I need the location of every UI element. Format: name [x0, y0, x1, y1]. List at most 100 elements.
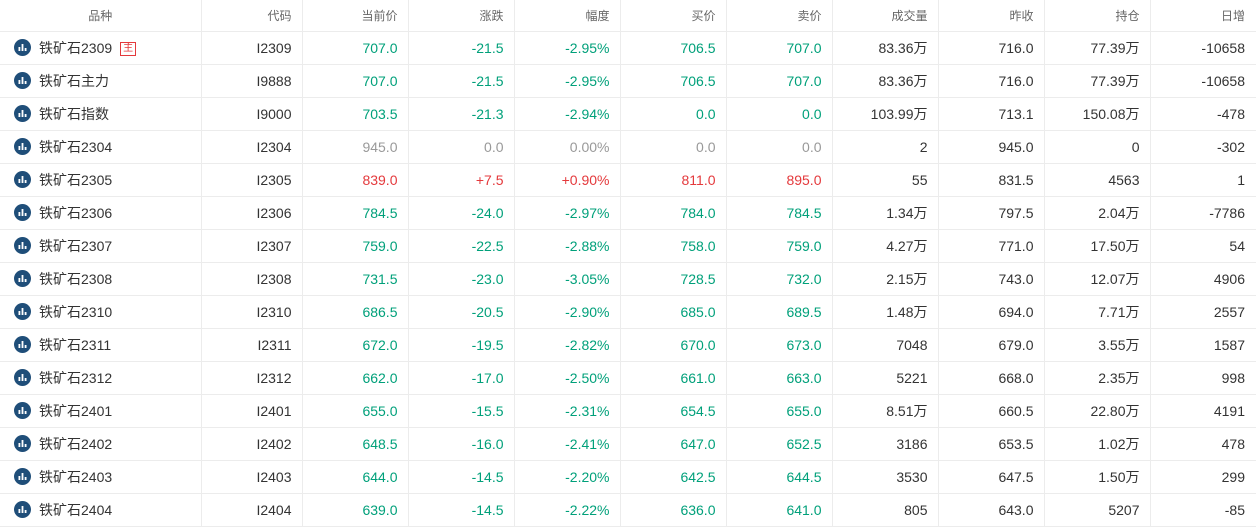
- contract-name[interactable]: 铁矿石2401: [39, 403, 113, 419]
- pct-cell: -2.90%: [514, 295, 621, 329]
- bar-chart-icon[interactable]: [14, 171, 31, 188]
- volume-cell: 83.36万: [832, 31, 939, 65]
- header-daily-change[interactable]: 日增: [1150, 0, 1256, 32]
- table-row[interactable]: 铁矿石2403 I2403 644.0 -14.5 -2.20% 642.5 644.5 35…: [0, 460, 1256, 494]
- bar-chart-icon[interactable]: [14, 336, 31, 353]
- name-cell: 铁矿石2401: [0, 394, 202, 428]
- table-row[interactable]: 铁矿石2310 I2310 686.5 -20.5 -2.90% 685.0 689.5 1.…: [0, 295, 1256, 329]
- price-cell: 784.5: [302, 196, 409, 230]
- bar-chart-icon[interactable]: [14, 402, 31, 419]
- table-row[interactable]: 铁矿石2311 I2311 672.0 -19.5 -2.82% 670.0 673.0 70…: [0, 328, 1256, 362]
- name-cell: 铁矿石2404: [0, 493, 202, 527]
- contract-name[interactable]: 铁矿石2307: [39, 238, 113, 254]
- name-cell: 铁矿石2304: [0, 130, 202, 164]
- name-cell: 铁矿石2308: [0, 262, 202, 296]
- prev-close-cell: 771.0: [938, 229, 1045, 263]
- table-row[interactable]: 铁矿石2308 I2308 731.5 -23.0 -3.05% 728.5 732.0 2.…: [0, 262, 1256, 296]
- bar-chart-icon[interactable]: [14, 435, 31, 452]
- prev-close-cell: 643.0: [938, 493, 1045, 527]
- header-volume[interactable]: 成交量: [832, 0, 939, 32]
- contract-name[interactable]: 铁矿石2404: [39, 502, 113, 518]
- code-cell: I2401: [201, 394, 303, 428]
- name-cell: 铁矿石2312: [0, 361, 202, 395]
- header-code[interactable]: 代码: [201, 0, 303, 32]
- price-cell: 759.0: [302, 229, 409, 263]
- contract-name[interactable]: 铁矿石2312: [39, 370, 113, 386]
- contract-name[interactable]: 铁矿石2310: [39, 304, 113, 320]
- table-row[interactable]: 铁矿石2312 I2312 662.0 -17.0 -2.50% 661.0 663.0 52…: [0, 361, 1256, 395]
- table-row[interactable]: 铁矿石2307 I2307 759.0 -22.5 -2.88% 758.0 759.0 4.…: [0, 229, 1256, 263]
- header-open-interest[interactable]: 持仓: [1044, 0, 1151, 32]
- contract-name[interactable]: 铁矿石2308: [39, 271, 113, 287]
- change-cell: -15.5: [408, 394, 515, 428]
- price-cell: 731.5: [302, 262, 409, 296]
- pct-cell: -2.50%: [514, 361, 621, 395]
- bid-cell: 706.5: [620, 31, 727, 65]
- price-cell: 655.0: [302, 394, 409, 428]
- bar-chart-icon[interactable]: [14, 270, 31, 287]
- ask-cell: 707.0: [726, 31, 833, 65]
- header-pct[interactable]: 幅度: [514, 0, 621, 32]
- contract-name[interactable]: 铁矿石2304: [39, 139, 113, 155]
- contract-name[interactable]: 铁矿石主力: [39, 73, 109, 89]
- prev-close-cell: 653.5: [938, 427, 1045, 461]
- prev-close-cell: 797.5: [938, 196, 1045, 230]
- bar-chart-icon[interactable]: [14, 138, 31, 155]
- pct-cell: -2.41%: [514, 427, 621, 461]
- code-cell: I2310: [201, 295, 303, 329]
- price-cell: 839.0: [302, 163, 409, 197]
- table-row[interactable]: 铁矿石2304 I2304 945.0 0.0 0.00% 0.0 0.0 2 945.0 0 -3…: [0, 130, 1256, 164]
- open-interest-cell: 22.80万: [1044, 394, 1151, 428]
- table-row[interactable]: 铁矿石主力 I9888 707.0 -21.5 -2.95% 706.5 707.0 83.3…: [0, 64, 1256, 98]
- table-row[interactable]: 铁矿石2402 I2402 648.5 -16.0 -2.41% 647.0 652.5 31…: [0, 427, 1256, 461]
- pct-cell: -2.82%: [514, 328, 621, 362]
- name-cell: 铁矿石2305: [0, 163, 202, 197]
- volume-cell: 7048: [832, 328, 939, 362]
- header-prev-close[interactable]: 昨收: [938, 0, 1045, 32]
- table-row[interactable]: 铁矿石2309 主 I2309 707.0 -21.5 -2.95% 706.5 707.0 8…: [0, 31, 1256, 65]
- change-cell: 0.0: [408, 130, 515, 164]
- open-interest-cell: 17.50万: [1044, 229, 1151, 263]
- daily-change-cell: 998: [1150, 361, 1256, 395]
- contract-name[interactable]: 铁矿石2311: [39, 337, 112, 353]
- bar-chart-icon[interactable]: [14, 204, 31, 221]
- table-row[interactable]: 铁矿石2305 I2305 839.0 +7.5 +0.90% 811.0 895.0 55 8…: [0, 163, 1256, 197]
- table-row[interactable]: 铁矿石2306 I2306 784.5 -24.0 -2.97% 784.0 784.5 1.…: [0, 196, 1256, 230]
- open-interest-cell: 5207: [1044, 493, 1151, 527]
- bar-chart-icon[interactable]: [14, 468, 31, 485]
- bar-chart-icon[interactable]: [14, 303, 31, 320]
- header-change[interactable]: 涨跌: [408, 0, 515, 32]
- contract-name[interactable]: 铁矿石2305: [39, 172, 113, 188]
- bar-chart-icon[interactable]: [14, 72, 31, 89]
- table-row[interactable]: 铁矿石指数 I9000 703.5 -21.3 -2.94% 0.0 0.0 103.99万 7…: [0, 97, 1256, 131]
- bar-chart-icon[interactable]: [14, 105, 31, 122]
- header-price[interactable]: 当前价: [302, 0, 409, 32]
- ask-cell: 895.0: [726, 163, 833, 197]
- daily-change-cell: 4191: [1150, 394, 1256, 428]
- header-name[interactable]: 品种: [0, 0, 202, 32]
- bar-chart-icon[interactable]: [14, 501, 31, 518]
- contract-name[interactable]: 铁矿石2402: [39, 436, 113, 452]
- bid-cell: 685.0: [620, 295, 727, 329]
- contract-name[interactable]: 铁矿石2403: [39, 469, 113, 485]
- header-bid[interactable]: 买价: [620, 0, 727, 32]
- code-cell: I2404: [201, 493, 303, 527]
- bar-chart-icon[interactable]: [14, 39, 31, 56]
- bid-cell: 661.0: [620, 361, 727, 395]
- code-cell: I2309: [201, 31, 303, 65]
- header-ask[interactable]: 卖价: [726, 0, 833, 32]
- ask-cell: 641.0: [726, 493, 833, 527]
- bar-chart-icon[interactable]: [14, 369, 31, 386]
- ask-cell: 655.0: [726, 394, 833, 428]
- table-row[interactable]: 铁矿石2401 I2401 655.0 -15.5 -2.31% 654.5 655.0 8.…: [0, 394, 1256, 428]
- ask-cell: 707.0: [726, 64, 833, 98]
- bar-chart-icon[interactable]: [14, 237, 31, 254]
- contract-name[interactable]: 铁矿石指数: [39, 106, 109, 122]
- open-interest-cell: 77.39万: [1044, 31, 1151, 65]
- prev-close-cell: 716.0: [938, 31, 1045, 65]
- table-row[interactable]: 铁矿石2404 I2404 639.0 -14.5 -2.22% 636.0 641.0 80…: [0, 493, 1256, 527]
- pct-cell: -2.95%: [514, 64, 621, 98]
- contract-name[interactable]: 铁矿石2306: [39, 205, 113, 221]
- contract-name[interactable]: 铁矿石2309: [39, 40, 113, 56]
- open-interest-cell: 7.71万: [1044, 295, 1151, 329]
